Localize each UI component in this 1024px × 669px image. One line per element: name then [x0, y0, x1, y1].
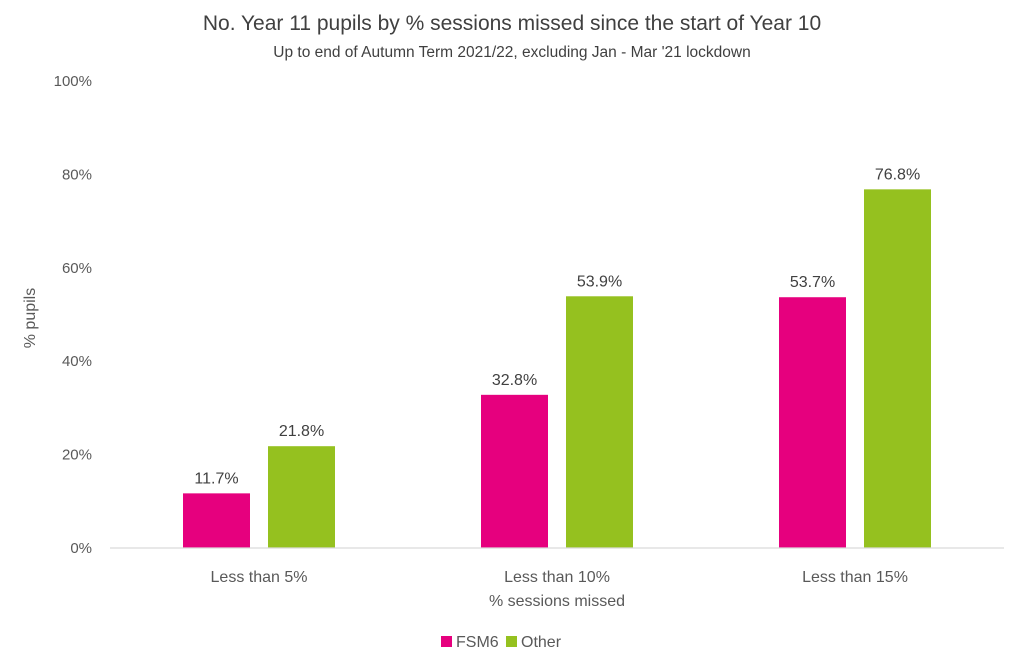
- y-axis-title: % pupils: [22, 288, 39, 348]
- legend-swatch-other: [506, 636, 517, 647]
- y-axis-ticks: 0% 20% 40% 60% 80% 100%: [54, 73, 92, 557]
- y-tick-label: 60%: [62, 260, 92, 277]
- data-label: 32.8%: [492, 372, 537, 389]
- legend-label: FSM6: [456, 634, 499, 651]
- legend-label: Other: [521, 634, 562, 651]
- x-category-label: Less than 5%: [211, 569, 308, 586]
- x-axis-title: % sessions missed: [489, 593, 625, 610]
- legend-swatch-fsm6: [441, 636, 452, 647]
- y-tick-label: 80%: [62, 166, 92, 183]
- chart-title: No. Year 11 pupils by % sessions missed …: [203, 12, 821, 35]
- data-label: 11.7%: [194, 470, 238, 487]
- bar-fsm6-1: [183, 493, 250, 548]
- bar-fsm6-2: [481, 394, 548, 548]
- data-label: 53.7%: [790, 274, 835, 291]
- data-label: 53.9%: [577, 273, 622, 290]
- bars: 11.7% 21.8% 32.8% 53.9% 53.7% 76.8%: [183, 166, 931, 548]
- bar-fsm6-3: [779, 297, 846, 548]
- data-label: 76.8%: [875, 166, 920, 183]
- x-category-label: Less than 10%: [504, 569, 610, 586]
- y-tick-label: 40%: [62, 353, 92, 370]
- x-category-label: Less than 15%: [802, 569, 908, 586]
- chart-subtitle: Up to end of Autumn Term 2021/22, exclud…: [273, 44, 750, 61]
- y-tick-label: 0%: [70, 540, 92, 557]
- bar-other-2: [566, 296, 633, 548]
- x-axis-categories: Less than 5% Less than 10% Less than 15%: [211, 569, 908, 586]
- data-label: 21.8%: [279, 423, 324, 440]
- y-tick-label: 20%: [62, 447, 92, 464]
- y-tick-label: 100%: [54, 73, 92, 90]
- bar-other-3: [864, 189, 931, 548]
- bar-other-1: [268, 446, 335, 548]
- legend: FSM6 Other: [441, 634, 562, 651]
